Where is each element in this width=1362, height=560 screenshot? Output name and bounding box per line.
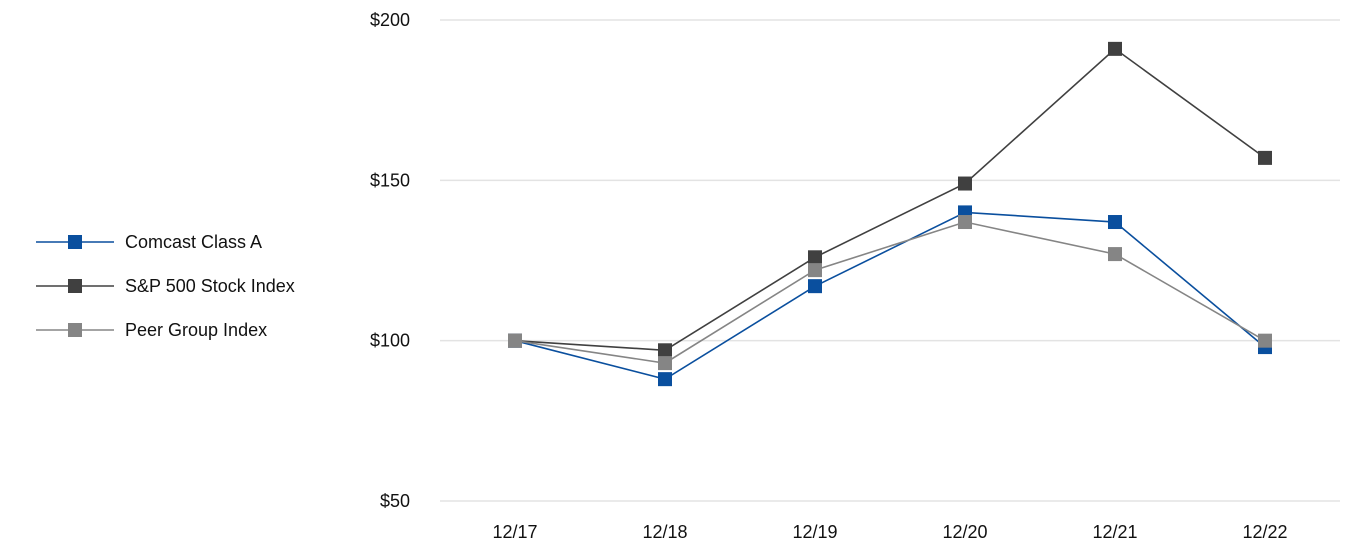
data-point: [658, 343, 672, 358]
legend-marker: [68, 235, 82, 249]
data-point: [958, 215, 972, 230]
data-point: [1108, 41, 1122, 56]
x-tick-label: 12/20: [942, 522, 987, 542]
data-point: [958, 176, 972, 191]
data-point: [808, 250, 822, 265]
markers-comcast-class-a: [508, 205, 1272, 387]
x-tick-label: 12/18: [642, 522, 687, 542]
y-tick-label: $200: [370, 10, 410, 30]
y-tick-label: $150: [370, 170, 410, 190]
legend: Comcast Class A S&P 500 Stock Index Peer G…: [36, 232, 295, 340]
series-peer-group-index: [514, 221, 1266, 364]
legend-label: S&P 500 Stock Index: [125, 276, 295, 296]
data-point: [1108, 247, 1122, 262]
y-tick-label: $100: [370, 331, 410, 351]
legend-label: Peer Group Index: [125, 320, 267, 340]
legend-label: Comcast Class A: [125, 232, 262, 252]
series-line: [514, 211, 1266, 381]
data-point: [1108, 215, 1122, 230]
data-point: [808, 279, 822, 294]
y-tick-label: $50: [380, 491, 410, 511]
data-point: [658, 356, 672, 371]
data-point: [658, 372, 672, 387]
series-comcast-class-a: [514, 211, 1266, 381]
series-sandp-500-stock-index: [514, 47, 1266, 352]
x-tick-label: 12/21: [1092, 522, 1137, 542]
data-point: [1258, 333, 1272, 348]
legend-item-comcast-class-a: Comcast Class A: [36, 232, 262, 252]
series-line: [514, 47, 1266, 352]
legend-item-sandp-500-stock-index: S&P 500 Stock Index: [36, 276, 295, 296]
data-point: [808, 263, 822, 278]
data-point: [508, 333, 522, 348]
legend-marker: [68, 279, 82, 293]
legend-marker: [68, 323, 82, 337]
markers-peer-group-index: [508, 215, 1272, 371]
x-axis-labels: 12/17 12/18 12/19 12/20 12/21 12/22: [492, 522, 1287, 542]
y-axis-labels: $50 $100 $150 $200: [370, 10, 410, 511]
markers-sandp-500-stock-index: [508, 41, 1272, 358]
series-line: [514, 221, 1266, 364]
x-tick-label: 12/17: [492, 522, 537, 542]
data-point: [1258, 150, 1272, 165]
legend-item-peer-group-index: Peer Group Index: [36, 320, 267, 340]
x-tick-label: 12/22: [1242, 522, 1287, 542]
x-tick-label: 12/19: [792, 522, 837, 542]
series-group: [508, 41, 1272, 387]
gridlines: [440, 19, 1340, 502]
